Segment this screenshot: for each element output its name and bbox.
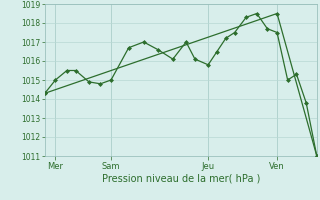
X-axis label: Pression niveau de la mer( hPa ): Pression niveau de la mer( hPa ) bbox=[102, 173, 260, 183]
